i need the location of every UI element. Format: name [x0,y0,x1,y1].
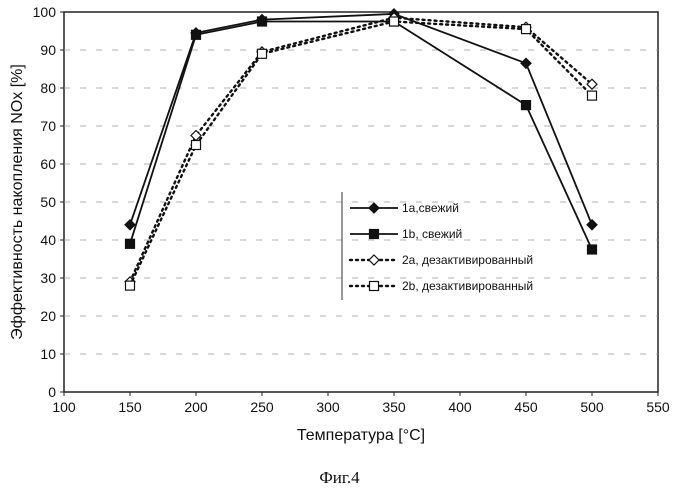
x-tick-label: 350 [382,399,406,415]
y-tick-label: 30 [40,270,56,286]
y-tick-label: 40 [40,232,56,248]
data-point [126,239,135,248]
plot-frame [64,12,658,392]
x-tick-labels: 100 150 200 250 300 350 400 450 500 550 [52,392,670,415]
x-tick-label: 300 [316,399,340,415]
data-point [588,91,597,100]
x-tick-label: 250 [250,399,274,415]
legend-label: 2a, дезактивированный [402,253,533,267]
data-point [192,141,201,150]
legend-label: 2b, дезактивированный [402,279,533,293]
x-tick-label: 450 [514,399,538,415]
x-tick-label: 100 [52,399,76,415]
y-tick-label: 70 [40,118,56,134]
y-tick-label: 10 [40,346,56,362]
data-point [258,49,267,58]
y-tick-label: 0 [48,384,56,400]
data-point [390,17,399,26]
x-tick-label: 150 [118,399,142,415]
x-tick-label: 200 [184,399,208,415]
data-point [258,17,267,26]
y-tick-label: 100 [33,4,57,20]
data-point [192,30,201,39]
data-point [126,281,135,290]
legend-label: 1b, свежий [402,227,462,241]
figure-caption: Фиг.4 [0,468,679,488]
x-tick-label: 500 [580,399,604,415]
legend-label: 1a,свежий [402,201,459,215]
data-point [522,25,531,34]
nox-storage-chart: 100 150 200 250 300 350 400 450 500 550 0 10 20 30 40… [0,0,679,470]
x-tick-label: 400 [448,399,472,415]
y-tick-label: 90 [40,42,56,58]
y-tick-label: 50 [40,194,56,210]
y-tick-label: 20 [40,308,56,324]
legend-marker [370,230,379,239]
legend-marker [370,282,379,291]
y-tick-label: 60 [40,156,56,172]
y-axis-label: Эффективность накопления NOx [%] [9,64,26,340]
data-point [522,101,531,110]
y-tick-labels: 0 10 20 30 40 50 60 70 80 90 100 [33,4,64,400]
x-tick-label: 550 [646,399,670,415]
data-point [588,245,597,254]
y-tick-label: 80 [40,80,56,96]
x-axis-label: Температура [°C] [297,427,425,444]
